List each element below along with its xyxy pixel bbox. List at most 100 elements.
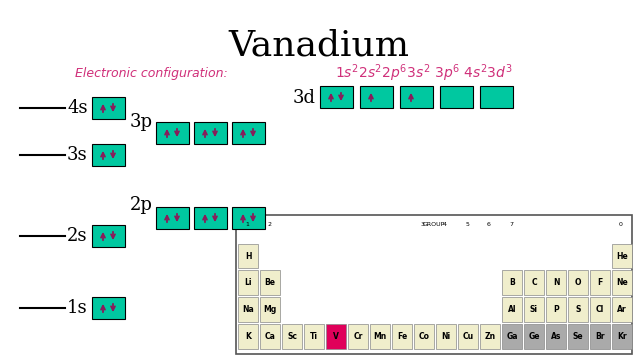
Text: Ti: Ti (310, 332, 318, 341)
Bar (524, 297, 544, 322)
Text: 2: 2 (267, 222, 271, 227)
Text: Al: Al (508, 305, 516, 314)
Bar (611, 270, 632, 295)
Bar (501, 297, 521, 322)
Bar (524, 324, 544, 349)
Text: Electronic configuration:: Electronic configuration: (75, 66, 228, 79)
Bar (232, 122, 265, 144)
Bar (320, 86, 353, 108)
Bar (567, 270, 588, 295)
Bar (237, 270, 258, 295)
Bar (237, 244, 258, 269)
Text: Ni: Ni (441, 332, 450, 341)
Bar (236, 215, 632, 354)
Bar (304, 324, 323, 349)
Text: Be: Be (265, 278, 276, 287)
Text: 7: 7 (509, 222, 513, 227)
Text: Ca: Ca (265, 332, 276, 341)
Bar (567, 297, 588, 322)
Bar (91, 297, 124, 319)
Text: 4: 4 (443, 222, 447, 227)
Text: Vanadium: Vanadium (228, 28, 410, 62)
Bar (237, 324, 258, 349)
Bar (156, 122, 188, 144)
Bar (590, 297, 609, 322)
Text: 1: 1 (245, 222, 249, 227)
Bar (392, 324, 412, 349)
Text: C: C (531, 278, 537, 287)
Bar (611, 244, 632, 269)
Bar (590, 270, 609, 295)
Text: B: B (509, 278, 515, 287)
Bar (545, 270, 565, 295)
Text: Zn: Zn (484, 332, 496, 341)
Bar (545, 297, 565, 322)
Text: GROUP: GROUP (423, 222, 445, 227)
Text: Sc: Sc (287, 332, 297, 341)
Bar (193, 207, 226, 229)
Bar (440, 86, 473, 108)
Text: V: V (333, 332, 339, 341)
Bar (281, 324, 302, 349)
Text: Co: Co (419, 332, 429, 341)
Bar (399, 86, 433, 108)
Text: Na: Na (242, 305, 254, 314)
Bar (611, 324, 632, 349)
Text: As: As (551, 332, 561, 341)
Text: Cr: Cr (353, 332, 362, 341)
Text: O: O (575, 278, 581, 287)
Bar (260, 270, 279, 295)
Bar (545, 324, 565, 349)
Bar (260, 324, 279, 349)
Bar (91, 144, 124, 166)
Bar (237, 297, 258, 322)
Bar (436, 324, 456, 349)
Text: P: P (553, 305, 559, 314)
Text: 3p: 3p (130, 113, 153, 131)
Text: Ne: Ne (616, 278, 628, 287)
Bar (457, 324, 477, 349)
Text: Fe: Fe (397, 332, 407, 341)
Bar (480, 86, 512, 108)
Bar (590, 324, 609, 349)
Text: He: He (616, 252, 628, 261)
Bar (232, 207, 265, 229)
Bar (359, 86, 392, 108)
Bar (413, 324, 433, 349)
Bar (91, 225, 124, 247)
Bar (501, 270, 521, 295)
Text: 4s: 4s (67, 99, 87, 117)
Text: Kr: Kr (617, 332, 627, 341)
Bar (369, 324, 390, 349)
Text: 2p: 2p (130, 196, 153, 214)
Bar (611, 297, 632, 322)
Text: Br: Br (595, 332, 605, 341)
Text: N: N (553, 278, 560, 287)
Text: $1s^{2}2s^{2}2p^{6}3s^{2}\ 3p^{6}\ 4s^{2}3d^{3}$: $1s^{2}2s^{2}2p^{6}3s^{2}\ 3p^{6}\ 4s^{2… (335, 62, 513, 84)
Bar (193, 122, 226, 144)
Text: 6: 6 (487, 222, 491, 227)
Bar (524, 270, 544, 295)
Text: 1s: 1s (67, 299, 87, 317)
Bar (260, 297, 279, 322)
Text: Cl: Cl (596, 305, 604, 314)
Text: Ge: Ge (528, 332, 540, 341)
Text: 2s: 2s (67, 227, 87, 245)
Text: Si: Si (530, 305, 538, 314)
Bar (325, 324, 346, 349)
Text: H: H (245, 252, 251, 261)
Text: S: S (575, 305, 581, 314)
Text: Li: Li (244, 278, 252, 287)
Text: F: F (597, 278, 603, 287)
Bar (156, 207, 188, 229)
Bar (348, 324, 367, 349)
Text: Ga: Ga (506, 332, 518, 341)
Text: Mg: Mg (263, 305, 277, 314)
Text: 3s: 3s (67, 146, 87, 164)
Text: 3d: 3d (293, 89, 316, 107)
Text: 0: 0 (619, 222, 623, 227)
Text: 5: 5 (465, 222, 469, 227)
Text: K: K (245, 332, 251, 341)
Text: Mn: Mn (373, 332, 387, 341)
Text: Se: Se (573, 332, 583, 341)
